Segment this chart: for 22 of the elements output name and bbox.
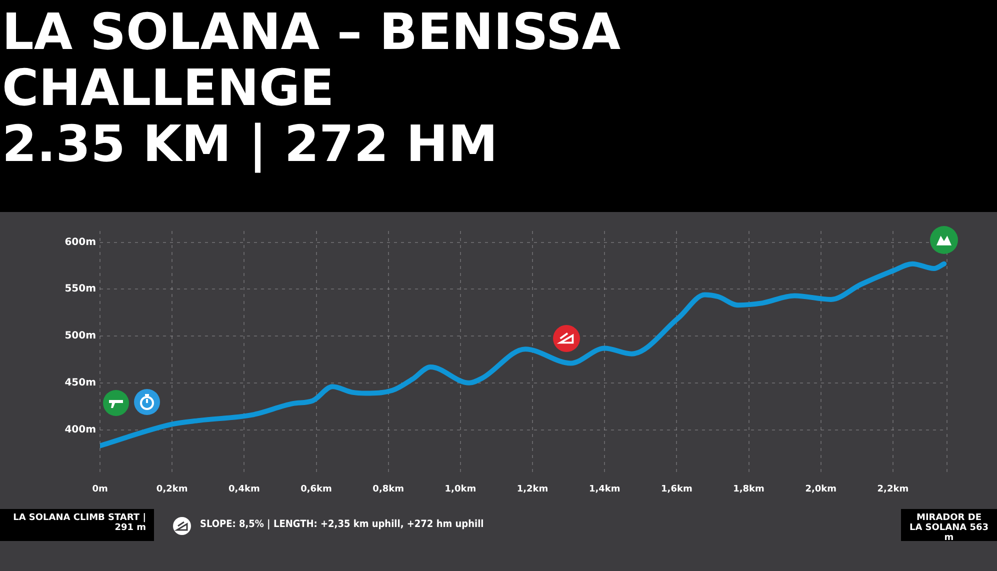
x-tick-label: 1,0km	[444, 484, 476, 495]
x-tick-label: 2,2km	[877, 484, 909, 495]
x-tick-label: 0,8km	[372, 484, 404, 495]
text: SLOPE: 8,5% | LENGTH: +2,35 km uphill, +272 hm uphill	[200, 519, 484, 530]
x-tick-label: 0,2km	[156, 484, 188, 495]
x-tick-label: 0,4km	[228, 484, 260, 495]
x-tick-label: 1,4km	[588, 484, 620, 495]
text: MIRADOR DE LA SOLANA 563 m	[901, 509, 997, 543]
x-tick-label: 0,6km	[300, 484, 332, 495]
x-tick-label: 0m	[92, 484, 108, 495]
x-tick-label: 1,2km	[516, 484, 548, 495]
chart-title: LA SOLANA – BENISSA CHALLENGE	[2, 3, 622, 117]
y-tick-label: 400m	[64, 424, 96, 436]
y-tick-label: 550m	[64, 284, 96, 295]
chart-subtitle: 2.35 KM | 272 HM	[2, 115, 498, 173]
x-tick-label: 1,6km	[661, 484, 692, 495]
text: LA SOLANA CLIMB START | 291 m	[0, 509, 154, 541]
x-tick-label: 1,8km	[733, 484, 764, 495]
x-tick-label: 2,0km	[805, 484, 837, 495]
y-tick-label: 450m	[64, 378, 96, 389]
y-tick-label: 500m	[64, 330, 96, 342]
y-tick-label: 600m	[64, 236, 96, 248]
